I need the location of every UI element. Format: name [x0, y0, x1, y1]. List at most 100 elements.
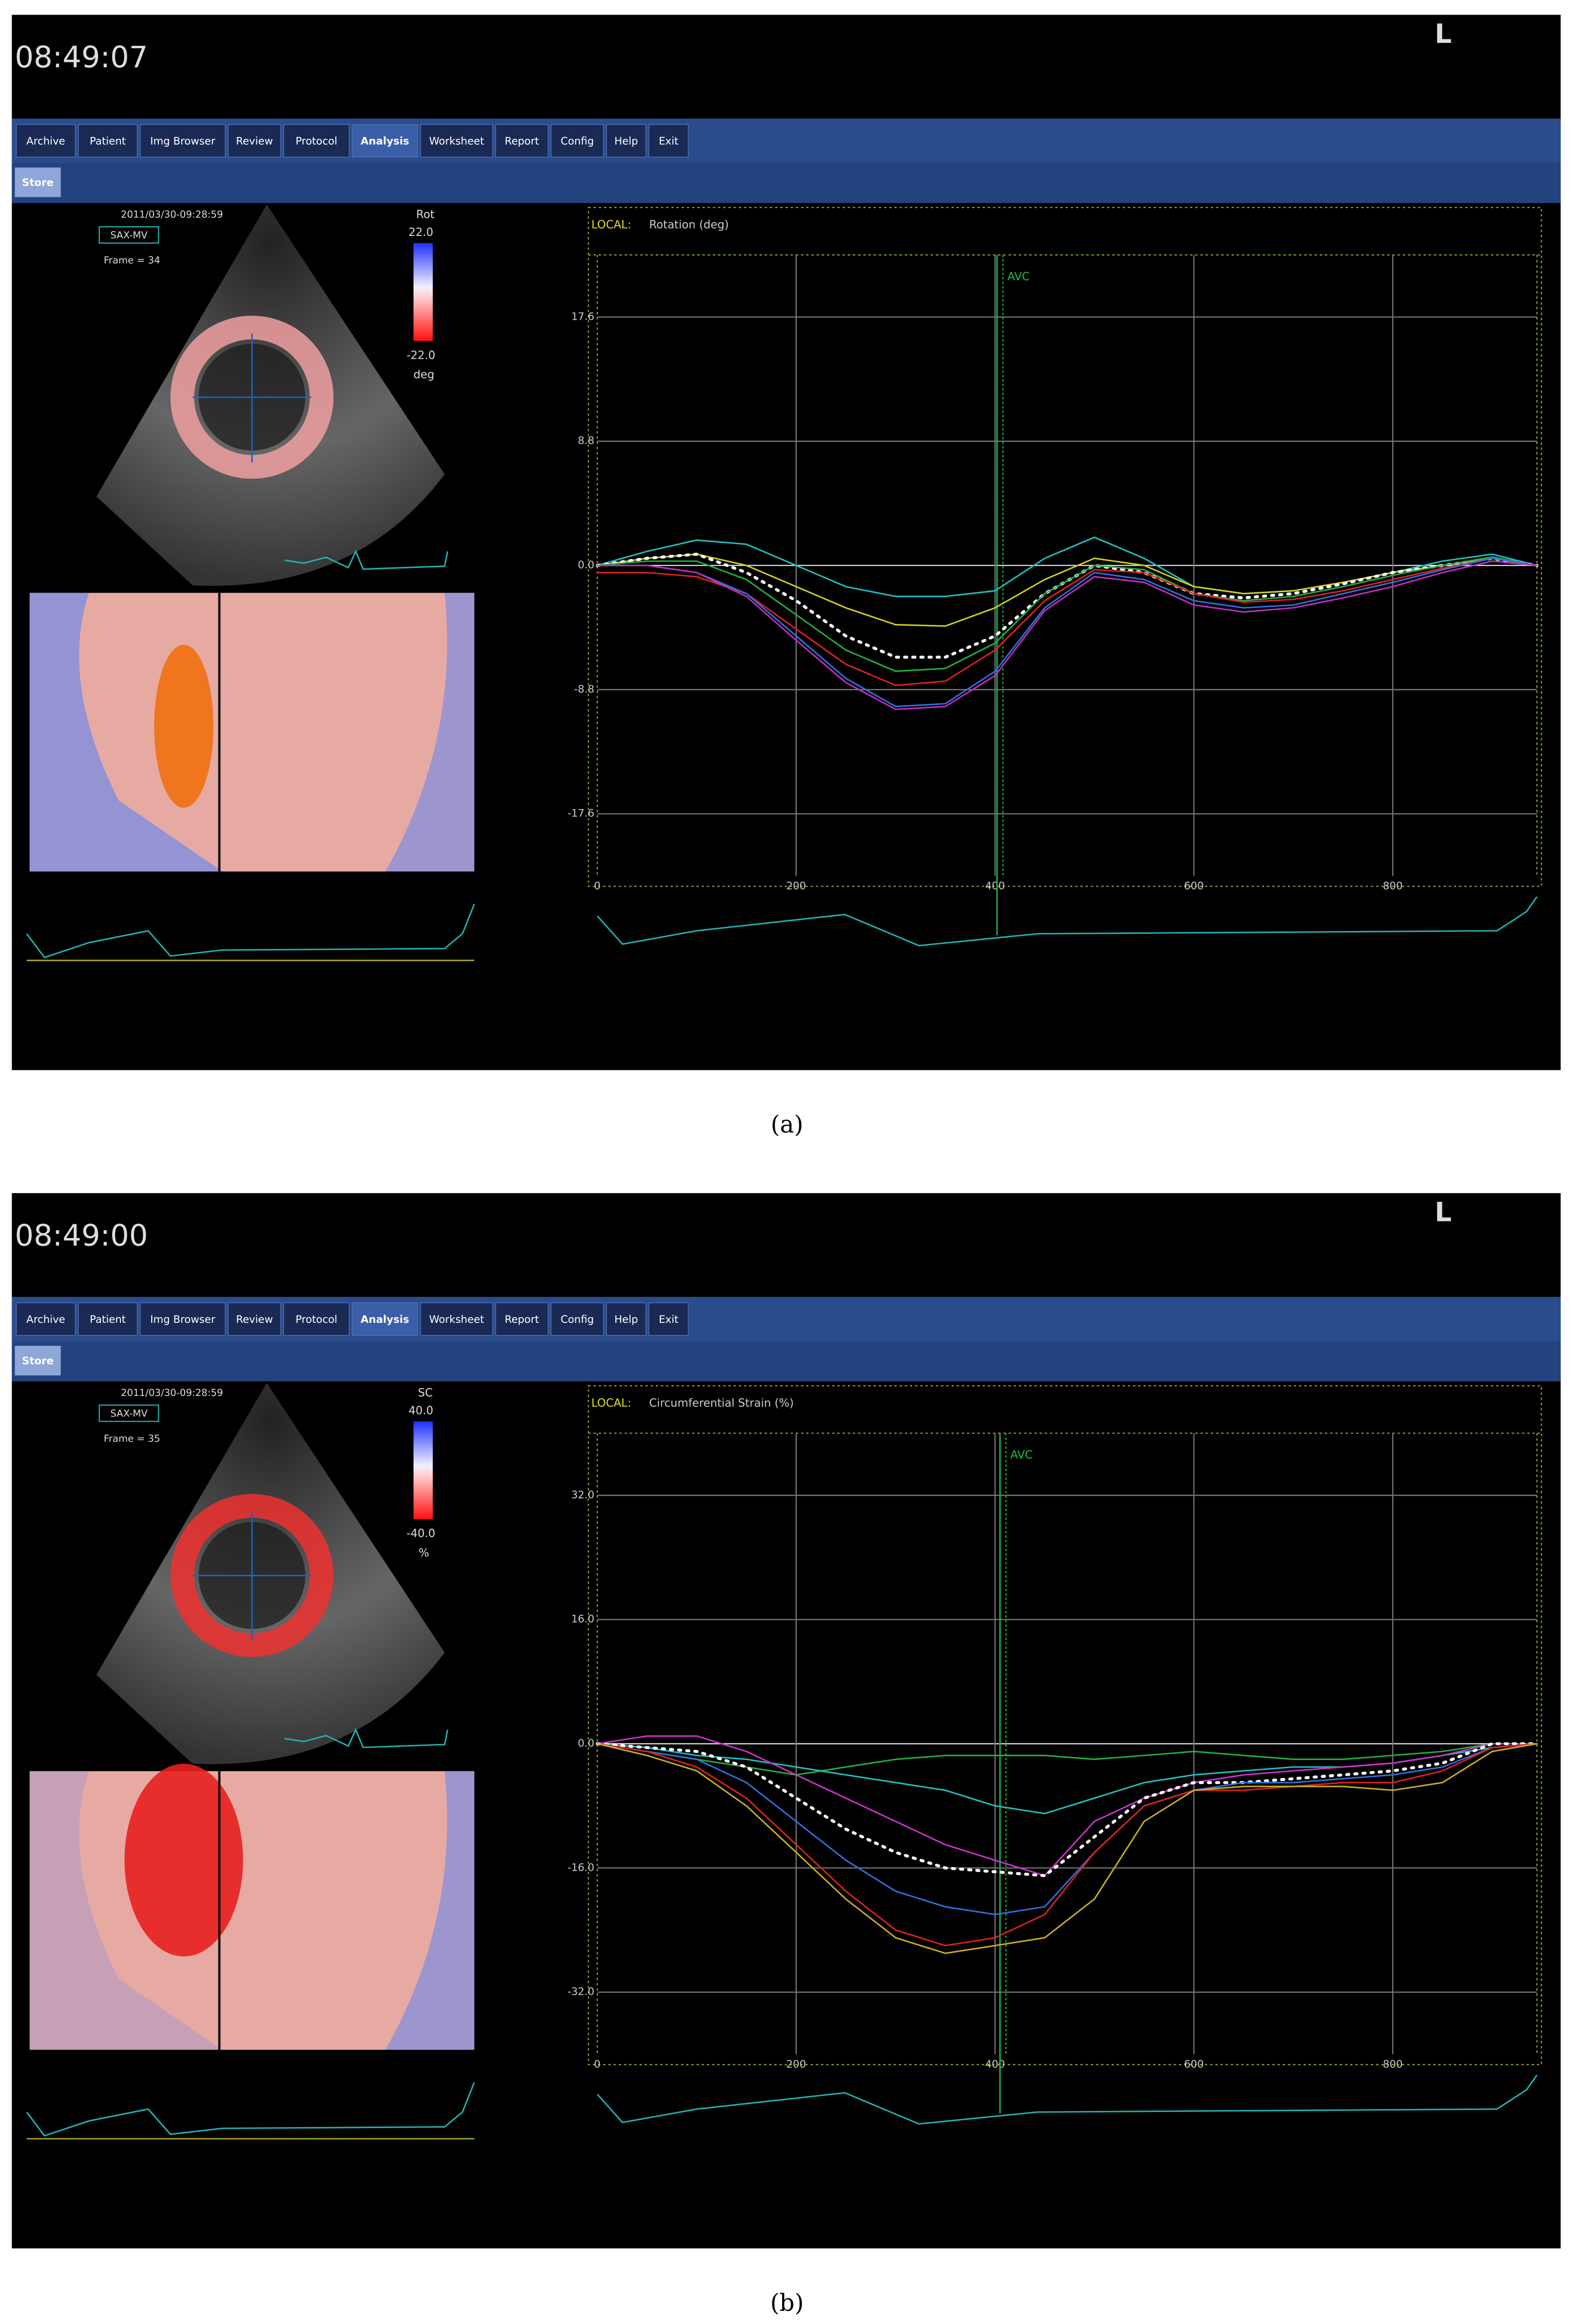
heatmap-blue: [29, 1771, 223, 2050]
menu-tab[interactable]: [77, 1302, 138, 1336]
myocardium-ring: [170, 1494, 334, 1657]
menu-tab[interactable]: [16, 124, 76, 158]
menu-tab[interactable]: [495, 124, 549, 158]
corner-mark: L: [1435, 1197, 1452, 1228]
menu-tab-label[interactable]: Patient: [90, 135, 126, 147]
menu-tab[interactable]: [648, 1302, 689, 1336]
menu-tab-label[interactable]: Config: [561, 135, 594, 147]
x-tick-label: 200: [786, 2058, 806, 2071]
menu-tab-label[interactable]: Protocol: [295, 1314, 337, 1326]
curve: [596, 1743, 1538, 1776]
store-label[interactable]: Store: [22, 177, 54, 189]
menu-tab-label[interactable]: Archive: [26, 135, 65, 147]
menu-tab-label[interactable]: Review: [236, 1314, 273, 1326]
local-label: LOCAL:: [592, 219, 632, 232]
avc-label: AVC: [1010, 1449, 1033, 1462]
colorbar-unit: deg: [413, 368, 434, 381]
menu-tab-label[interactable]: Img Browser: [150, 135, 215, 147]
acq-date: 2011/03/30-09:28:59: [121, 1387, 223, 1398]
y-tick-label: 0.0: [578, 1738, 595, 1750]
x-tick-label: 800: [1383, 2058, 1403, 2071]
chart-frame: [588, 207, 1542, 887]
menu-tab[interactable]: [228, 124, 281, 158]
menu-tab-label[interactable]: Exit: [659, 1314, 678, 1326]
menu-tab[interactable]: [420, 1302, 493, 1336]
y-tick-label: -17.6: [568, 808, 595, 820]
view-label: SAX-MV: [110, 230, 148, 241]
store-button[interactable]: [15, 1346, 61, 1375]
menu-tab-label[interactable]: Analysis: [361, 135, 409, 147]
colorbar-max: 40.0: [408, 1404, 433, 1417]
menu-tab[interactable]: [495, 1302, 549, 1336]
menu-tab[interactable]: [648, 124, 689, 158]
menu-tab-label[interactable]: Img Browser: [150, 1314, 215, 1326]
clock: 08:49:00: [15, 1219, 148, 1253]
heatmap-blob: [124, 1763, 243, 1956]
x-tick-label: 200: [786, 880, 806, 892]
menu-tab-label[interactable]: Analysis: [361, 1314, 409, 1326]
x-tick-label: 0: [594, 2058, 601, 2071]
frame-label: Frame = 34: [104, 255, 160, 266]
menu-tab-label[interactable]: Patient: [90, 1314, 126, 1326]
menu-tab-label[interactable]: Worksheet: [429, 1314, 484, 1326]
colorbar-max: 22.0: [408, 226, 433, 239]
curve: [596, 556, 1538, 672]
menu-tab-label[interactable]: Help: [614, 135, 638, 147]
tool-bar: [12, 1341, 1561, 1382]
menu-tab[interactable]: [139, 124, 226, 158]
menu-tab[interactable]: [606, 124, 647, 158]
menu-tab[interactable]: [283, 1302, 350, 1336]
colorbar-name: Rot: [416, 208, 435, 221]
heatmap-blue: [29, 593, 223, 872]
menu-tab-label[interactable]: Exit: [659, 135, 678, 147]
heatmap: [29, 1771, 475, 2050]
menu-tab[interactable]: [351, 1302, 418, 1336]
menu-tab-label[interactable]: Worksheet: [429, 135, 484, 147]
y-tick-label: -16.0: [568, 1861, 595, 1874]
menu-tab[interactable]: [139, 1302, 226, 1336]
chart-title: Circumferential Strain (%): [649, 1397, 794, 1410]
caption: (a): [771, 1111, 804, 1139]
menu-tab-label[interactable]: Report: [505, 135, 539, 147]
curve: [596, 1743, 1538, 1947]
frame-label: Frame = 35: [104, 1433, 160, 1444]
menu-tab[interactable]: [606, 1302, 647, 1336]
view-label: SAX-MV: [110, 1408, 148, 1419]
clock: 08:49:07: [15, 40, 148, 75]
heatmap-blue2: [385, 1771, 475, 2050]
curve: [596, 557, 1538, 708]
chart-ecg: [596, 896, 1538, 947]
chart-title: Rotation (deg): [649, 219, 729, 232]
myocardium-ring: [170, 315, 334, 479]
local-label: LOCAL:: [592, 1397, 632, 1410]
curve: [596, 557, 1538, 686]
colorbar-min: -40.0: [406, 1528, 435, 1540]
curve: [596, 1743, 1538, 1955]
menu-tab[interactable]: [228, 1302, 281, 1336]
store-button[interactable]: [15, 167, 61, 197]
menu-tab-label[interactable]: Report: [505, 1314, 539, 1326]
x-tick-label: 600: [1184, 880, 1204, 892]
menu-tab-label[interactable]: Archive: [26, 1314, 65, 1326]
x-tick-label: 800: [1383, 880, 1403, 892]
menu-tab[interactable]: [551, 124, 604, 158]
mini-ecg: [284, 549, 449, 570]
acq-date: 2011/03/30-09:28:59: [121, 209, 223, 220]
colorbar-min: -22.0: [406, 349, 435, 362]
y-tick-label: 0.0: [578, 559, 595, 571]
menu-tab[interactable]: [283, 124, 350, 158]
menu-tab[interactable]: [420, 124, 493, 158]
y-tick-label: 8.8: [578, 435, 595, 447]
menu-tab[interactable]: [77, 124, 138, 158]
menu-tab[interactable]: [16, 1302, 76, 1336]
store-label[interactable]: Store: [22, 1355, 54, 1367]
menu-tab[interactable]: [551, 1302, 604, 1336]
menu-tab-label[interactable]: Config: [561, 1314, 594, 1326]
menu-tab-label[interactable]: Review: [236, 135, 273, 147]
menu-tab-label[interactable]: Protocol: [295, 135, 337, 147]
y-tick-label: -32.0: [568, 1986, 595, 1998]
menu-tab-label[interactable]: Help: [614, 1314, 638, 1326]
y-tick-label: 32.0: [571, 1489, 594, 1501]
menu-tab[interactable]: [351, 124, 418, 158]
